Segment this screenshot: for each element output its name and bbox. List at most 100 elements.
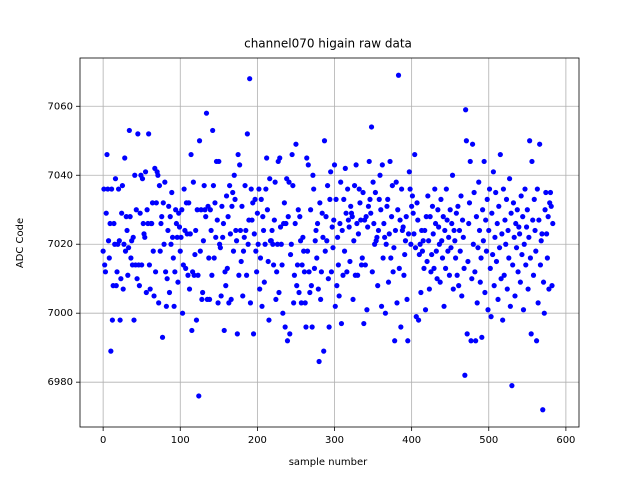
point: [550, 220, 556, 227]
point: [221, 327, 227, 334]
point: [516, 224, 522, 230]
point: [247, 300, 254, 306]
point: [173, 220, 180, 227]
point: [314, 220, 321, 227]
point: [279, 262, 285, 268]
point: [353, 162, 359, 168]
point: [347, 258, 353, 265]
point: [452, 255, 459, 261]
point: [261, 279, 267, 285]
point: [223, 193, 230, 199]
point: [506, 176, 513, 182]
point: [478, 255, 484, 261]
point: [210, 182, 217, 189]
point: [227, 231, 233, 237]
point: [434, 276, 440, 282]
point: [419, 248, 426, 254]
point: [334, 234, 341, 240]
point: [146, 131, 152, 137]
point: [425, 193, 431, 199]
point: [327, 196, 333, 202]
point: [380, 255, 386, 261]
point: [486, 227, 492, 234]
point: [409, 203, 415, 209]
point: [265, 258, 271, 265]
point: [461, 265, 467, 271]
point: [386, 231, 392, 237]
point: [192, 251, 198, 258]
point: [156, 300, 162, 306]
point: [233, 238, 240, 244]
point: [537, 262, 544, 268]
point: [376, 196, 382, 202]
point: [488, 314, 494, 320]
point: [524, 207, 530, 213]
point: [306, 269, 312, 275]
point: [365, 203, 372, 209]
point: [356, 186, 362, 192]
y-tick-label: 6980: [48, 377, 73, 388]
point: [442, 227, 448, 234]
point: [527, 255, 534, 261]
point: [362, 262, 368, 268]
point: [308, 283, 314, 289]
point: [102, 262, 108, 268]
point: [342, 165, 348, 171]
point: [388, 214, 395, 220]
point: [371, 220, 377, 227]
point: [346, 224, 352, 230]
point: [245, 241, 251, 247]
point: [264, 207, 271, 213]
point: [126, 127, 132, 134]
point: [414, 200, 420, 206]
point: [453, 210, 459, 216]
point: [284, 338, 291, 344]
point: [398, 324, 404, 330]
point: [532, 227, 538, 234]
point: [195, 272, 201, 278]
point: [290, 182, 296, 189]
point: [118, 276, 124, 282]
point: [439, 255, 446, 261]
point: [446, 234, 452, 240]
point: [496, 203, 502, 209]
point: [390, 269, 396, 275]
point: [526, 234, 532, 240]
point: [458, 193, 464, 199]
point: [530, 217, 536, 223]
point: [548, 203, 554, 209]
point: [254, 269, 260, 275]
point: [469, 141, 476, 147]
point: [215, 300, 221, 306]
point: [348, 203, 354, 209]
point: [131, 317, 137, 323]
point: [300, 234, 306, 240]
point: [324, 182, 331, 189]
y-tick-label: 7000: [48, 308, 73, 319]
point: [537, 141, 543, 147]
point: [264, 155, 270, 161]
point: [476, 179, 482, 185]
point: [111, 220, 117, 227]
point: [428, 269, 434, 275]
point: [185, 272, 191, 278]
point: [328, 269, 335, 275]
point: [298, 300, 304, 306]
point: [490, 251, 496, 258]
point: [493, 189, 499, 196]
point: [408, 241, 414, 247]
point: [325, 276, 331, 282]
point: [139, 176, 146, 182]
point: [285, 214, 291, 220]
point: [257, 286, 263, 292]
point: [483, 217, 489, 223]
point: [350, 296, 356, 303]
point: [518, 193, 524, 199]
point: [109, 317, 115, 323]
point: [405, 231, 412, 237]
point: [379, 162, 385, 168]
point: [176, 210, 182, 216]
point: [510, 262, 516, 268]
point: [159, 214, 165, 220]
point: [503, 241, 509, 247]
